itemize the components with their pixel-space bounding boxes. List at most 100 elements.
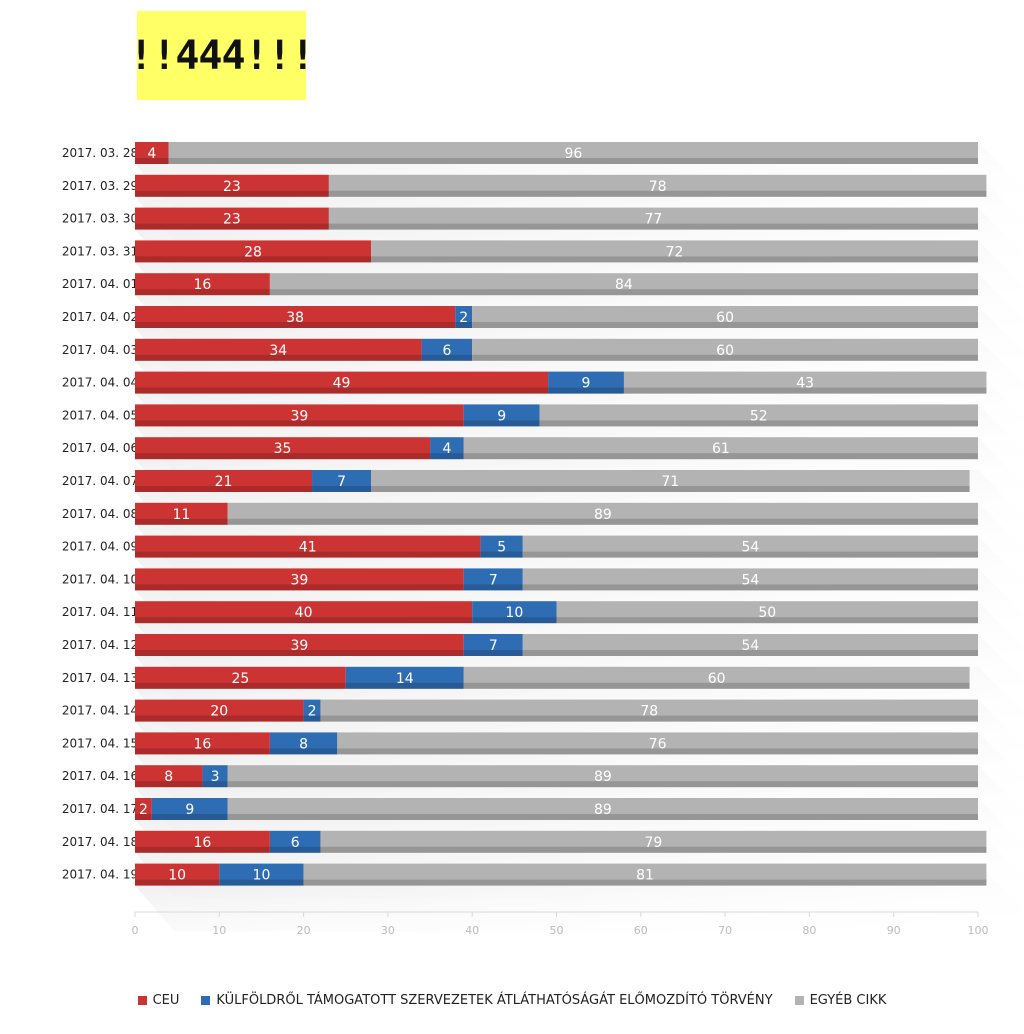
bar-segment (168, 142, 979, 164)
data-label: 54 (741, 540, 759, 556)
bar-segment (328, 207, 978, 230)
bar-segment (227, 798, 979, 820)
bar-segment-shade (455, 322, 473, 328)
bar-segment-shade (269, 748, 338, 755)
data-label: 41 (299, 540, 317, 556)
data-label: 96 (564, 146, 582, 162)
x-tick-label: 0 (132, 924, 139, 937)
legend-label: EGYÉB CIKK (809, 993, 887, 1008)
bar-segment-shade (463, 453, 978, 460)
bar-segment-shade (227, 814, 979, 820)
bar-segment (269, 273, 978, 296)
data-label: 52 (750, 408, 768, 424)
bar-segment-shade (135, 486, 313, 492)
data-label: 39 (290, 408, 308, 424)
data-label: 34 (269, 343, 287, 359)
data-label: 71 (661, 474, 679, 490)
data-label: 8 (164, 769, 173, 785)
data-label: 60 (716, 310, 734, 326)
bar-segment (522, 535, 978, 558)
bar-segment-shade (463, 584, 523, 591)
category-label: 2017. 04. 09. (62, 540, 142, 554)
bar-segment (312, 470, 372, 492)
chart-legend: CEU KÜLFÖLDRŐL TÁMOGATOTT SZERVEZETEK ÁTL… (0, 993, 1024, 1008)
bar-segment-shade (227, 518, 979, 525)
bar-segment-shade (151, 814, 228, 820)
bar-segment-shade (269, 846, 321, 853)
data-label: 23 (223, 212, 241, 228)
data-label: 60 (708, 671, 726, 687)
bar-segment (463, 634, 523, 656)
data-label: 39 (290, 638, 308, 654)
bar-segment-shade (135, 584, 464, 591)
bar-segment-shade (320, 715, 979, 722)
category-label: 2017. 04. 11. (62, 605, 142, 619)
bar-segment-shade (135, 190, 329, 197)
legend-swatch (137, 996, 147, 1005)
data-label: 50 (758, 605, 776, 621)
bar-segment (135, 765, 203, 788)
bar-segment-shade (135, 322, 456, 328)
bar-segment (135, 732, 270, 755)
bar-segment (320, 699, 979, 722)
bar-segment-shade (135, 781, 203, 788)
data-label: 21 (215, 474, 233, 490)
x-tick-label: 10 (212, 924, 226, 937)
bar-segment-shade (472, 354, 978, 361)
data-label: 10 (505, 605, 523, 621)
bar-segment (539, 404, 978, 427)
bar-segment (135, 240, 372, 263)
bar-segment (421, 338, 473, 361)
data-label: 40 (295, 605, 313, 621)
data-label: 7 (489, 572, 498, 588)
bar-segment-shade (135, 158, 169, 164)
bar-segment (135, 174, 329, 197)
bar-segment-shade (135, 453, 431, 460)
bar-segment (135, 207, 329, 230)
bar-segment-shade (556, 617, 978, 624)
data-label: 84 (615, 277, 633, 293)
bar-segment-shade (303, 879, 987, 886)
bar-segment (463, 437, 978, 460)
bar-segment-shade (135, 289, 270, 296)
category-label: 2017. 04. 06. (62, 441, 142, 455)
bar-segment-shade (135, 650, 464, 656)
x-tick-label: 60 (634, 924, 648, 937)
bar-segment (151, 798, 228, 820)
bar-segment-shade (472, 322, 978, 328)
data-label: 81 (636, 868, 654, 884)
bar-segment-shade (345, 682, 464, 689)
data-label: 54 (741, 638, 759, 654)
data-label: 35 (274, 441, 292, 457)
bar-segment-shade (312, 486, 372, 492)
bar-segment (227, 502, 979, 525)
legend-swatch (201, 996, 211, 1005)
x-tick-label: 20 (297, 924, 311, 937)
bar-segment (135, 535, 481, 558)
bar-segment-shade (135, 354, 422, 361)
legend-swatch (794, 996, 804, 1005)
bar-segment (337, 732, 978, 755)
bar-segment-shade (135, 748, 270, 755)
bar-segment-shade (135, 551, 481, 558)
bar-segment-shade (472, 617, 557, 624)
legend-item: EGYÉB CIKK (794, 993, 887, 1008)
bar-segment-shade (328, 190, 987, 197)
data-label: 16 (194, 736, 212, 752)
bar-segment-shade (371, 256, 978, 263)
bar-segment-shade (463, 682, 970, 689)
bar-segment (135, 306, 456, 328)
bar-segment (135, 699, 304, 722)
bar-segment-shade (135, 420, 464, 427)
category-label: 2017. 04. 13. (62, 671, 142, 685)
bar-segment-shade (135, 256, 372, 263)
data-label: 89 (594, 769, 612, 785)
category-label: 2017. 04. 03. (62, 343, 142, 357)
legend-item: KÜLFÖLDRŐL TÁMOGATOTT SZERVEZETEK ÁTLÁTH… (201, 993, 773, 1008)
bar-segment-shade (135, 518, 228, 525)
data-label: 7 (489, 638, 498, 654)
category-label: 2017. 04. 17. (62, 802, 142, 816)
bar-segment-shade (623, 387, 987, 394)
bar-segment-shade (430, 453, 464, 460)
